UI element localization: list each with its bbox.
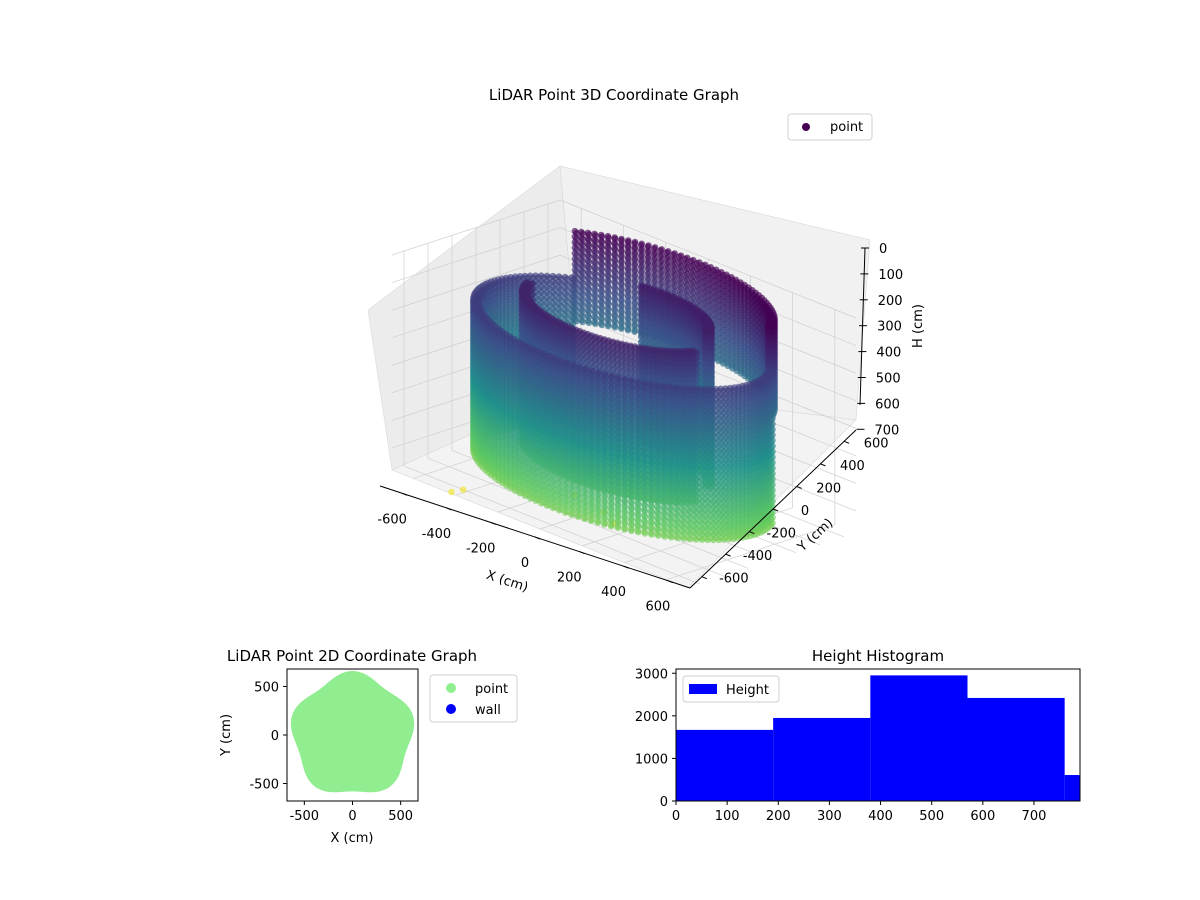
point-3d [579, 258, 586, 265]
point-3d [579, 236, 586, 243]
point-3d [585, 319, 593, 327]
point-3d [618, 325, 625, 333]
point-3d [631, 328, 638, 336]
grid-line-y [403, 465, 701, 585]
point-3d [605, 322, 612, 330]
point-3d [579, 247, 586, 254]
point-3d [579, 318, 586, 326]
chart-3d: LiDAR Point 3D Coordinate Graph -600-400… [367, 86, 926, 615]
point-3d [579, 230, 586, 237]
point-3d [579, 252, 586, 260]
scatter-3d-points [448, 227, 778, 544]
chart-3d-title: LiDAR Point 3D Coordinate Graph [489, 86, 739, 104]
point-3d [611, 324, 619, 331]
grid-line-z-left [391, 254, 561, 311]
grid-line-z-right [559, 199, 857, 319]
point-3d [579, 241, 586, 249]
point-3d [598, 321, 606, 329]
grid-line-z-left [391, 227, 561, 283]
point-3d [592, 320, 599, 328]
point-3d [624, 326, 632, 334]
grid-line-z-left [391, 199, 561, 256]
